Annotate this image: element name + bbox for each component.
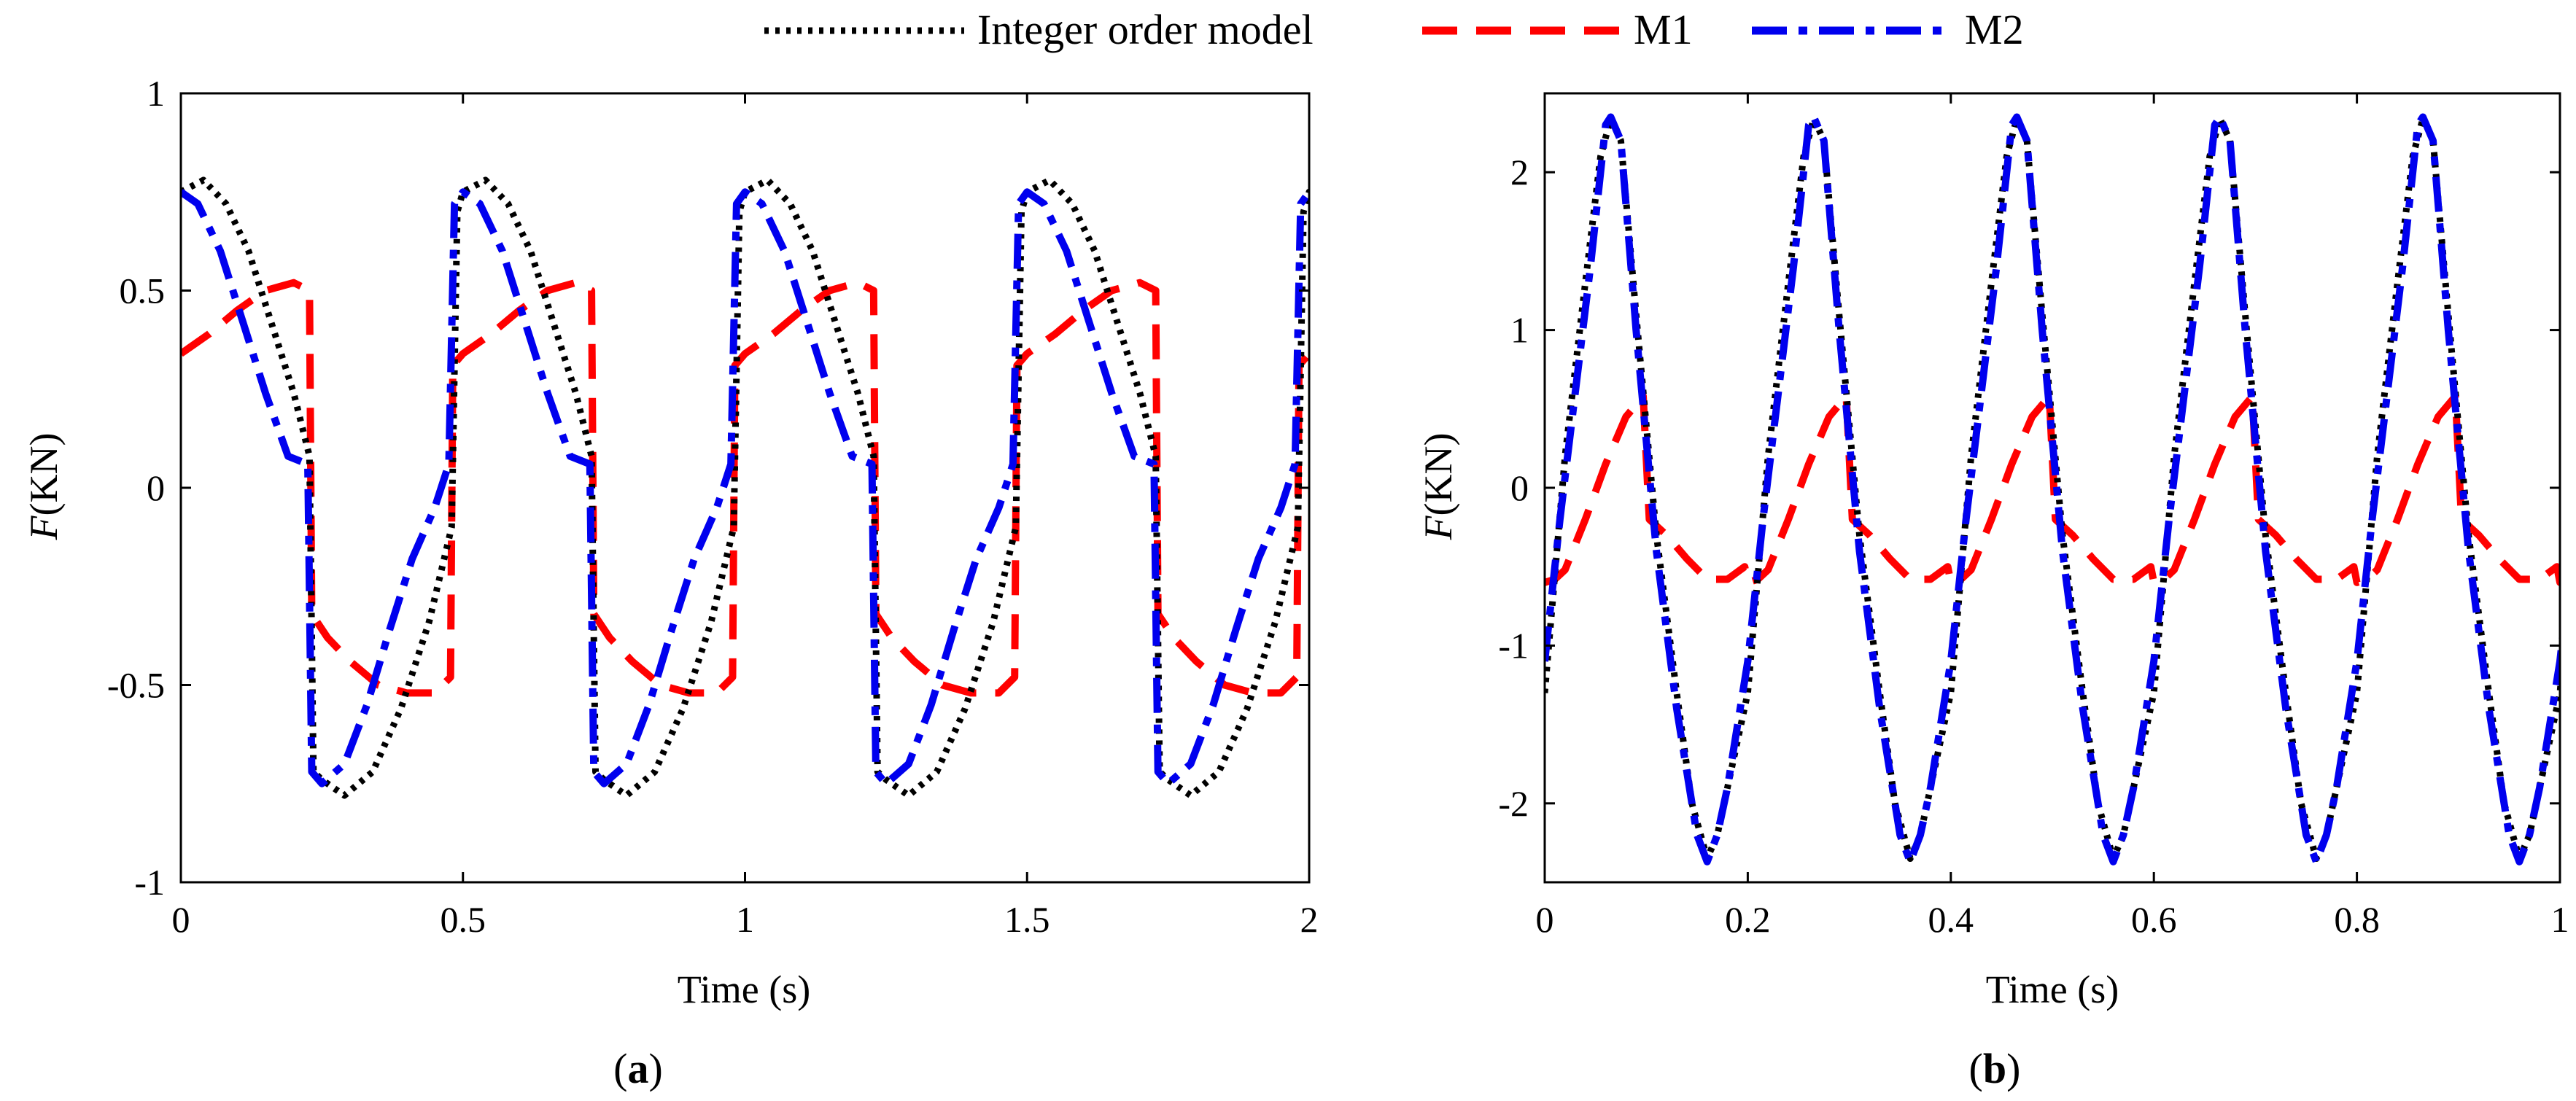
y-tick-label: 0.5 <box>120 271 166 311</box>
chart-panel-b: 0 0.2 0.4 0.6 0.8 1 -2 -1 0 1 2 Time (s) F(KN) (b) <box>1416 92 2569 1092</box>
legend: Integer order model M1 M2 <box>764 6 2024 53</box>
series-line-integer-order-model-b <box>1545 115 2560 863</box>
series-line-m1-b <box>1545 392 2560 586</box>
legend-label-m2: M2 <box>1965 6 2024 53</box>
x-tick-label: 1 <box>736 899 754 940</box>
panel-caption-a-letter: a <box>628 1045 649 1092</box>
y-axis-label-b: F(KN) <box>1416 433 1460 541</box>
x-tick-label: 0 <box>172 899 190 940</box>
x-tick-label: 1.5 <box>1004 899 1050 940</box>
x-tick-label: 0 <box>1536 899 1554 940</box>
panel-caption-a: (a) <box>613 1045 663 1092</box>
x-tick-label: 0.6 <box>2131 899 2177 940</box>
x-tick-label: 0.2 <box>1725 899 1771 940</box>
y-tick-label: -1 <box>1498 625 1529 666</box>
y-tick-label: -0.5 <box>107 665 165 706</box>
series-line-m2-a <box>181 188 1309 787</box>
y-axis-label-a-unit: (KN) <box>22 433 66 516</box>
y-tick-label: 1 <box>1510 310 1529 351</box>
x-tick-label: 0.8 <box>2334 899 2380 940</box>
x-tick-label: 1 <box>2551 899 2569 940</box>
x-tick-label: 0.4 <box>1928 899 1974 940</box>
panel-caption-b: (b) <box>1969 1045 2021 1092</box>
y-tick-label: 1 <box>147 73 165 114</box>
x-axis-label-b: Time (s) <box>1986 968 2119 1011</box>
legend-label-integer-order: Integer order model <box>977 6 1314 53</box>
series-line-m1-a <box>181 279 1309 697</box>
panel-caption-b-letter: b <box>1983 1045 2006 1092</box>
legend-label-m1: M1 <box>1634 6 1693 53</box>
x-tick-label: 0.5 <box>441 899 486 940</box>
chart-panel-a: 0 0.5 1 1.5 2 -1 -0.5 0 0.5 1 Time (s) F(KN) (a) <box>22 73 1319 1092</box>
series-line-integer-order-model-a <box>181 176 1309 799</box>
y-tick-label: -2 <box>1498 783 1529 824</box>
x-tick-label: 2 <box>1300 899 1319 940</box>
y-axis-label-a-italic: F <box>22 515 66 540</box>
y-axis-label-b-italic: F <box>1416 515 1460 540</box>
y-tick-label: 0 <box>1510 467 1529 508</box>
y-tick-label: -1 <box>134 862 165 903</box>
y-axis-label-a: F(KN) <box>22 433 66 541</box>
y-tick-label: 0 <box>147 467 165 508</box>
x-axis-label-a: Time (s) <box>678 968 811 1011</box>
y-axis-label-b-unit: (KN) <box>1416 433 1460 516</box>
y-tick-label: 2 <box>1510 152 1529 192</box>
